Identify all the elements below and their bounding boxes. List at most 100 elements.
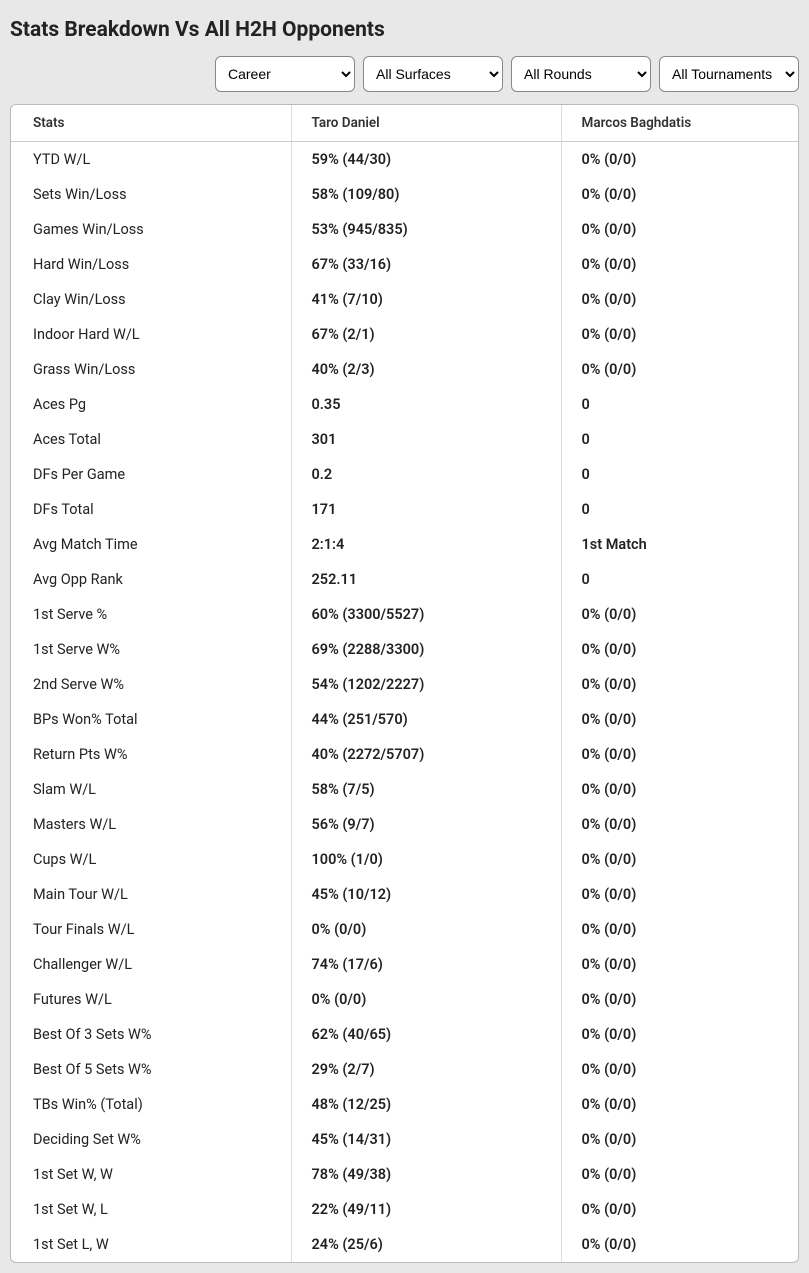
player2-value: 0% (0/0) xyxy=(561,737,798,772)
player1-value: 24% (25/6) xyxy=(291,1227,561,1262)
stat-label: Avg Match Time xyxy=(11,527,291,562)
stat-label: YTD W/L xyxy=(11,142,291,178)
table-row: YTD W/L59% (44/30)0% (0/0) xyxy=(11,142,798,178)
player2-value: 0% (0/0) xyxy=(561,212,798,247)
stat-label: Aces Total xyxy=(11,422,291,457)
table-row: 2nd Serve W%54% (1202/2227)0% (0/0) xyxy=(11,667,798,702)
table-row: DFs Per Game0.20 xyxy=(11,457,798,492)
table-row: Slam W/L58% (7/5)0% (0/0) xyxy=(11,772,798,807)
table-row: 1st Set W, L22% (49/11)0% (0/0) xyxy=(11,1192,798,1227)
player1-value: 60% (3300/5527) xyxy=(291,597,561,632)
player1-value: 252.11 xyxy=(291,562,561,597)
table-row: Aces Pg0.350 xyxy=(11,387,798,422)
player1-value: 41% (7/10) xyxy=(291,282,561,317)
stat-label: Indoor Hard W/L xyxy=(11,317,291,352)
player2-value: 0% (0/0) xyxy=(561,772,798,807)
stat-label: Cups W/L xyxy=(11,842,291,877)
table-row: Grass Win/Loss40% (2/3)0% (0/0) xyxy=(11,352,798,387)
stat-label: Best Of 3 Sets W% xyxy=(11,1017,291,1052)
stat-label: Deciding Set W% xyxy=(11,1122,291,1157)
table-row: Avg Opp Rank252.110 xyxy=(11,562,798,597)
player1-value: 78% (49/38) xyxy=(291,1157,561,1192)
stat-label: BPs Won% Total xyxy=(11,702,291,737)
table-row: Cups W/L100% (1/0)0% (0/0) xyxy=(11,842,798,877)
round-select[interactable]: All Rounds xyxy=(511,56,651,92)
player2-value: 0 xyxy=(561,562,798,597)
stat-label: Sets Win/Loss xyxy=(11,177,291,212)
player1-value: 171 xyxy=(291,492,561,527)
player2-value: 0% (0/0) xyxy=(561,807,798,842)
player1-value: 29% (2/7) xyxy=(291,1052,561,1087)
table-row: Tour Finals W/L0% (0/0)0% (0/0) xyxy=(11,912,798,947)
stats-table-container: Stats Taro Daniel Marcos Baghdatis YTD W… xyxy=(10,104,799,1263)
stat-label: TBs Win% (Total) xyxy=(11,1087,291,1122)
table-row: TBs Win% (Total)48% (12/25)0% (0/0) xyxy=(11,1087,798,1122)
tournament-select[interactable]: All Tournaments xyxy=(659,56,799,92)
player2-value: 0% (0/0) xyxy=(561,842,798,877)
player2-value: 0% (0/0) xyxy=(561,1192,798,1227)
player2-value: 1st Match xyxy=(561,527,798,562)
table-row: Aces Total3010 xyxy=(11,422,798,457)
player1-value: 22% (49/11) xyxy=(291,1192,561,1227)
player2-value: 0% (0/0) xyxy=(561,1122,798,1157)
table-row: 1st Set W, W78% (49/38)0% (0/0) xyxy=(11,1157,798,1192)
stat-label: 2nd Serve W% xyxy=(11,667,291,702)
player2-value: 0% (0/0) xyxy=(561,702,798,737)
stat-label: Games Win/Loss xyxy=(11,212,291,247)
table-row: 1st Set L, W24% (25/6)0% (0/0) xyxy=(11,1227,798,1262)
player2-value: 0% (0/0) xyxy=(561,982,798,1017)
player1-value: 40% (2/3) xyxy=(291,352,561,387)
table-row: Best Of 5 Sets W%29% (2/7)0% (0/0) xyxy=(11,1052,798,1087)
stat-label: Masters W/L xyxy=(11,807,291,842)
player1-value: 48% (12/25) xyxy=(291,1087,561,1122)
col-header-player1: Taro Daniel xyxy=(291,105,561,142)
table-row: Main Tour W/L45% (10/12)0% (0/0) xyxy=(11,877,798,912)
table-row: DFs Total1710 xyxy=(11,492,798,527)
stat-label: 1st Set L, W xyxy=(11,1227,291,1262)
player1-value: 100% (1/0) xyxy=(291,842,561,877)
player2-value: 0% (0/0) xyxy=(561,667,798,702)
stat-label: Challenger W/L xyxy=(11,947,291,982)
player2-value: 0% (0/0) xyxy=(561,912,798,947)
table-row: Sets Win/Loss58% (109/80)0% (0/0) xyxy=(11,177,798,212)
table-row: Avg Match Time2:1:41st Match xyxy=(11,527,798,562)
player2-value: 0 xyxy=(561,387,798,422)
player2-value: 0 xyxy=(561,492,798,527)
player2-value: 0% (0/0) xyxy=(561,352,798,387)
player2-value: 0 xyxy=(561,422,798,457)
table-row: BPs Won% Total44% (251/570)0% (0/0) xyxy=(11,702,798,737)
player1-value: 54% (1202/2227) xyxy=(291,667,561,702)
stat-label: Futures W/L xyxy=(11,982,291,1017)
table-row: Futures W/L0% (0/0)0% (0/0) xyxy=(11,982,798,1017)
stat-label: Tour Finals W/L xyxy=(11,912,291,947)
player1-value: 45% (14/31) xyxy=(291,1122,561,1157)
stat-label: Return Pts W% xyxy=(11,737,291,772)
stat-label: Grass Win/Loss xyxy=(11,352,291,387)
stat-label: DFs Per Game xyxy=(11,457,291,492)
stat-label: 1st Set W, W xyxy=(11,1157,291,1192)
stat-label: Aces Pg xyxy=(11,387,291,422)
stat-label: Avg Opp Rank xyxy=(11,562,291,597)
stat-label: Main Tour W/L xyxy=(11,877,291,912)
player2-value: 0% (0/0) xyxy=(561,1017,798,1052)
table-row: Masters W/L56% (9/7)0% (0/0) xyxy=(11,807,798,842)
player2-value: 0% (0/0) xyxy=(561,597,798,632)
stat-label: 1st Serve W% xyxy=(11,632,291,667)
player1-value: 45% (10/12) xyxy=(291,877,561,912)
player2-value: 0% (0/0) xyxy=(561,282,798,317)
player2-value: 0% (0/0) xyxy=(561,632,798,667)
player1-value: 69% (2288/3300) xyxy=(291,632,561,667)
surface-select[interactable]: All Surfaces xyxy=(363,56,503,92)
player1-value: 67% (33/16) xyxy=(291,247,561,282)
table-row: Clay Win/Loss41% (7/10)0% (0/0) xyxy=(11,282,798,317)
player2-value: 0% (0/0) xyxy=(561,1052,798,1087)
player1-value: 59% (44/30) xyxy=(291,142,561,178)
player1-value: 301 xyxy=(291,422,561,457)
player1-value: 0% (0/0) xyxy=(291,982,561,1017)
player1-value: 62% (40/65) xyxy=(291,1017,561,1052)
period-select[interactable]: Career xyxy=(215,56,355,92)
table-row: Return Pts W%40% (2272/5707)0% (0/0) xyxy=(11,737,798,772)
table-header-row: Stats Taro Daniel Marcos Baghdatis xyxy=(11,105,798,142)
player1-value: 56% (9/7) xyxy=(291,807,561,842)
player1-value: 44% (251/570) xyxy=(291,702,561,737)
